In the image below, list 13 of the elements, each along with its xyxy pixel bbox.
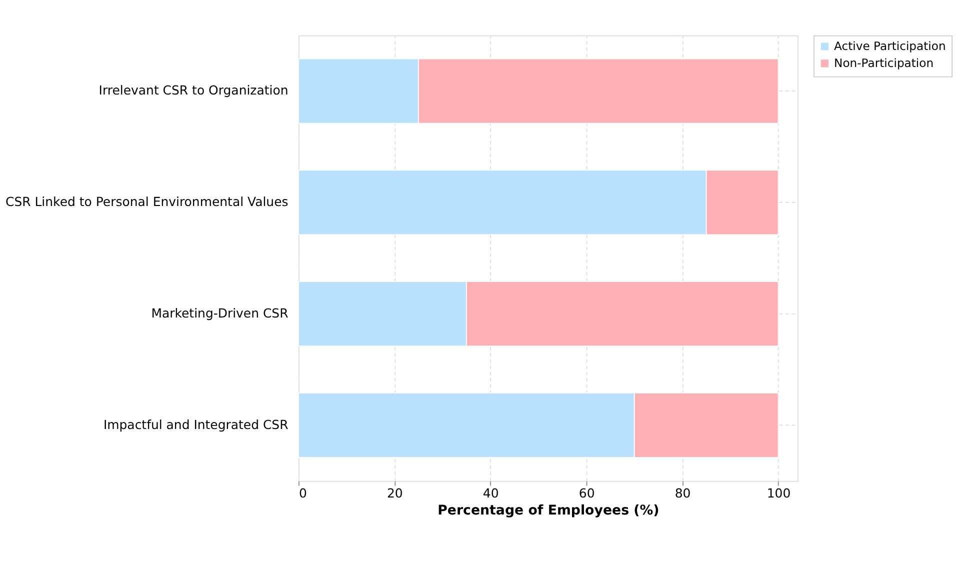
y-tick-label: CSR Linked to Personal Environmental Values [5,194,288,209]
y-tick-label: Irrelevant CSR to Organization [98,82,288,98]
y-tick-label: Impactful and Integrated CSR [103,416,289,432]
x-tick-label: 20 [386,485,403,500]
legend-label: Non-Participation [834,56,934,70]
x-tick-label: 80 [674,485,691,500]
x-tick-label: 40 [482,485,499,500]
x-axis-title: Percentage of Employees (%) [438,503,660,518]
x-tick-label: 100 [766,485,791,500]
x-tick-label: 0 [298,485,307,500]
legend-label: Active Participation [834,39,946,54]
x-tick-label: 60 [578,485,595,500]
y-tick-label: Marketing-Driven CSR [151,305,289,320]
